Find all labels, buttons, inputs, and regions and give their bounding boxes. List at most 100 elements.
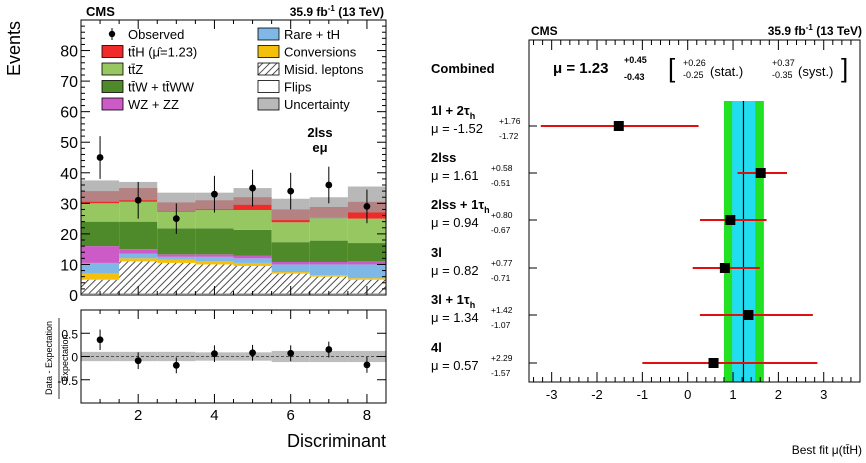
ratio-point xyxy=(211,350,218,358)
right-panel: CMS 35.9 fb-1 (13 TeV) -3 -2 -1 0 1 2 3 Combin… xyxy=(431,23,862,457)
stack-bar xyxy=(271,264,310,273)
ratio-plot: -0.5 0 0.5 2 4 6 8 xyxy=(57,309,387,424)
category-label: 2lss xyxy=(307,125,332,140)
combined-stat-down: -0.25 xyxy=(683,70,704,80)
combined-stat-label: (stat.) xyxy=(710,64,743,79)
ratio-band xyxy=(81,351,120,362)
mu-x-tick-label: 2 xyxy=(775,387,782,402)
ratio-y-label-denominator: Expectation xyxy=(60,334,70,381)
stack-bar xyxy=(119,258,158,262)
x-tick-label: 8 xyxy=(363,407,371,424)
ratio-y-tick-label: 0.5 xyxy=(61,327,78,341)
right-lumi-main: 35.9 fb xyxy=(768,24,806,38)
right-lumi-sup: -1 xyxy=(806,23,814,32)
stack-bar xyxy=(119,249,158,254)
stack-bar xyxy=(81,279,120,294)
legend-label: WZ + ZZ xyxy=(128,97,179,112)
channel-name-sub: h xyxy=(470,111,476,121)
combined-syst-label: (syst.) xyxy=(798,64,833,79)
y-tick-label: 60 xyxy=(60,105,78,122)
stack-bar xyxy=(157,256,196,260)
legend-label: Misid. leptons xyxy=(284,62,364,77)
channel-err-down: -0.71 xyxy=(491,273,511,283)
legend-label: Uncertainty xyxy=(284,97,350,112)
stack-bar xyxy=(81,246,120,263)
uncertainty-band xyxy=(81,180,120,202)
stack-bar xyxy=(347,243,386,262)
legend-swatch xyxy=(257,97,280,111)
channel-name: 4l xyxy=(431,340,442,355)
channel-name-sub: h xyxy=(484,205,490,215)
combined-stat-up: +0.26 xyxy=(683,58,706,68)
stack-bar xyxy=(157,262,196,294)
mu-x-tick-label: 0 xyxy=(684,387,691,402)
right-lumi-label: 35.9 fb-1 (13 TeV) xyxy=(768,23,862,38)
legend-label: tt̄H (μ̂=1.23) xyxy=(128,45,197,60)
channel-point xyxy=(708,358,719,368)
stack-bar xyxy=(233,255,272,259)
channel-name-main: 2lss + 1τ xyxy=(431,197,484,212)
legend-label: Observed xyxy=(128,27,184,42)
legend-label: tt̄W + tt̄WW xyxy=(128,80,195,95)
observed-point xyxy=(325,181,333,189)
stack-bar xyxy=(233,262,272,266)
ratio-y-label-numerator: Data - Expectation xyxy=(44,321,54,395)
stack-bar xyxy=(81,203,120,222)
mu-x-tick-label: 3 xyxy=(820,387,827,402)
observed-point xyxy=(134,196,142,204)
stack-bar xyxy=(271,272,310,274)
stack-bar xyxy=(347,261,386,265)
ratio-point xyxy=(134,357,142,365)
stack-bar xyxy=(309,276,348,294)
channel-point xyxy=(743,310,754,320)
legend-swatch xyxy=(101,80,124,93)
stack-bar xyxy=(195,261,234,265)
observed-point xyxy=(96,154,104,161)
y-tick-label: 40 xyxy=(60,166,78,183)
stack-bar xyxy=(309,264,348,276)
stack-bar xyxy=(347,278,386,280)
legend-swatch xyxy=(257,62,280,76)
x-tick-label: 4 xyxy=(210,407,218,424)
stack-bar xyxy=(233,229,272,256)
channel-mu: μ = 1.61 xyxy=(431,168,479,183)
ratio-point xyxy=(96,336,104,344)
channel-err-down: -1.72 xyxy=(499,131,519,141)
stack-bar xyxy=(309,240,348,262)
x-tick-label: 2 xyxy=(134,407,142,424)
y-tick-label: 70 xyxy=(60,74,78,91)
observed-point xyxy=(211,190,218,198)
stack-bar xyxy=(347,264,386,279)
mu-frame xyxy=(528,39,861,383)
stack-bar xyxy=(233,258,272,263)
channel-mu: μ = -1.52 xyxy=(431,121,483,136)
bracket-left: [ xyxy=(668,53,676,83)
channel-mu: μ = 0.82 xyxy=(431,263,479,278)
combined-syst-up: +0.37 xyxy=(772,58,795,68)
channel-name: 2lss + 1τh xyxy=(431,197,490,215)
observed-point xyxy=(287,187,295,195)
stack-bar xyxy=(309,262,348,265)
channel-name: 3l + 1τh xyxy=(431,292,475,310)
right-lumi-rest: (13 TeV) xyxy=(813,24,862,38)
channel-point xyxy=(719,263,730,273)
ratio-point xyxy=(287,349,295,357)
stack-bar xyxy=(157,259,196,263)
legend-label: tt̄Z xyxy=(128,62,143,77)
right-cms-label: CMS xyxy=(531,24,558,38)
legend-label: Conversions xyxy=(284,45,357,60)
channel-err-up: +0.58 xyxy=(491,163,513,173)
mu-x-tick-label: -2 xyxy=(591,387,603,402)
stack-bar xyxy=(119,253,158,259)
legend-swatch xyxy=(101,97,124,111)
channel-err-down: -0.51 xyxy=(491,178,511,188)
legend-swatch xyxy=(257,27,280,41)
channel-name-main: 3l xyxy=(431,245,442,260)
ratio-point xyxy=(363,361,371,369)
x-tick-label: 6 xyxy=(287,407,295,424)
ratio-point xyxy=(325,346,333,353)
channel-mu: μ = 1.34 xyxy=(431,310,479,325)
y-tick-label: 50 xyxy=(60,135,78,152)
channel-name-sub: h xyxy=(470,300,476,310)
